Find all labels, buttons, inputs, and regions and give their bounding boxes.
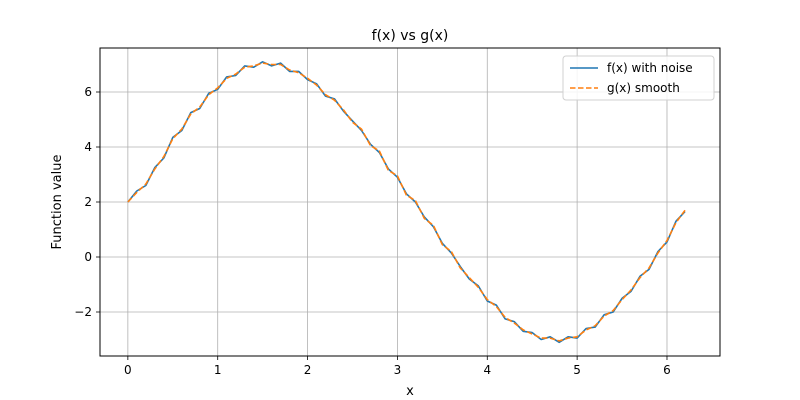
x-tick-label: 5 [573, 363, 581, 377]
x-tick-label: 4 [483, 363, 491, 377]
x-tick-label: 1 [214, 363, 222, 377]
x-axis-label: x [406, 384, 414, 399]
x-tick-label: 2 [304, 363, 312, 377]
x-tick-label: 6 [663, 363, 671, 377]
y-tick-label: 2 [84, 195, 92, 209]
legend-label: f(x) with noise [607, 61, 693, 75]
y-axis-label: Function value [50, 155, 65, 250]
y-tick-label: 0 [84, 250, 92, 264]
chart-title: f(x) vs g(x) [372, 28, 449, 44]
y-tick-label: 6 [84, 85, 92, 99]
ticks: 0 1 2 3 4 5 6 −2 0 2 4 6 [74, 85, 671, 377]
y-tick-label: −2 [74, 305, 92, 319]
legend-box [562, 55, 715, 101]
x-tick-label: 3 [394, 363, 402, 377]
legend: f(x) with noise g(x) smooth [562, 55, 715, 101]
series-layer [127, 60, 686, 344]
x-tick-label: 0 [124, 363, 132, 377]
y-tick-label: 4 [84, 140, 92, 154]
legend-label: g(x) smooth [607, 81, 680, 95]
series-line-g [127, 62, 686, 342]
